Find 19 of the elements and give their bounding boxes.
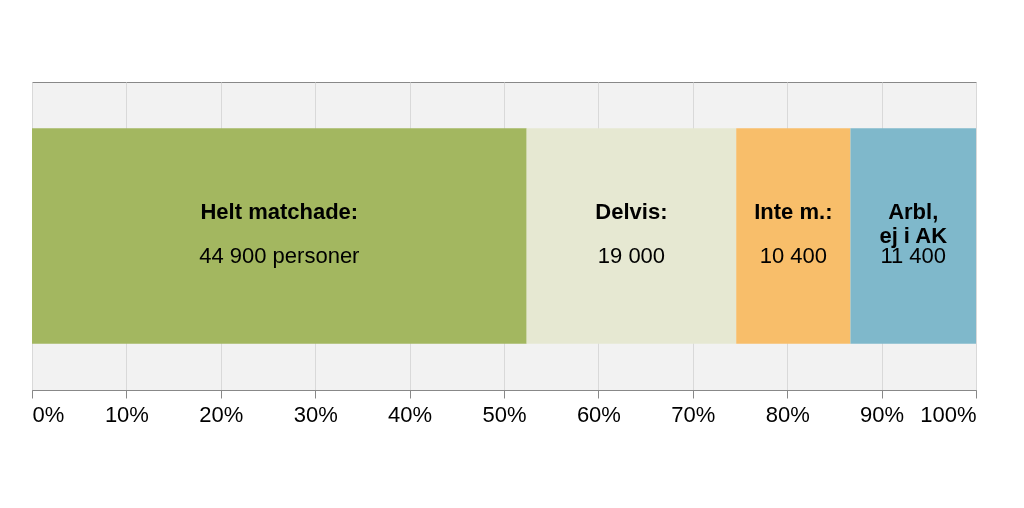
text: Delvis: 19 000 bbox=[595, 199, 668, 268]
text: Helt matchade: 44 900 personer bbox=[199, 199, 360, 268]
text: Arbl, ej i AK 11 400 bbox=[879, 199, 948, 268]
x-tick-label: 20% bbox=[199, 401, 244, 427]
x-tick-label: 10% bbox=[104, 401, 149, 427]
text: Inte m.: 10 400 bbox=[754, 199, 833, 268]
x-tick-label: 90% bbox=[860, 401, 905, 427]
x-tick-label: 50% bbox=[482, 401, 527, 427]
bar bbox=[850, 128, 976, 344]
x-tick-label: 60% bbox=[576, 401, 621, 427]
x-tick-label: 70% bbox=[671, 401, 716, 427]
bar bbox=[736, 128, 851, 344]
bar bbox=[526, 128, 737, 344]
x-tick-label: 30% bbox=[293, 401, 338, 427]
bar bbox=[32, 128, 527, 344]
x-tick-label: 0% bbox=[32, 401, 65, 427]
x-tick-label: 100% bbox=[920, 401, 977, 427]
x-tick-label: 80% bbox=[765, 401, 810, 427]
x-tick-label: 40% bbox=[388, 401, 433, 427]
